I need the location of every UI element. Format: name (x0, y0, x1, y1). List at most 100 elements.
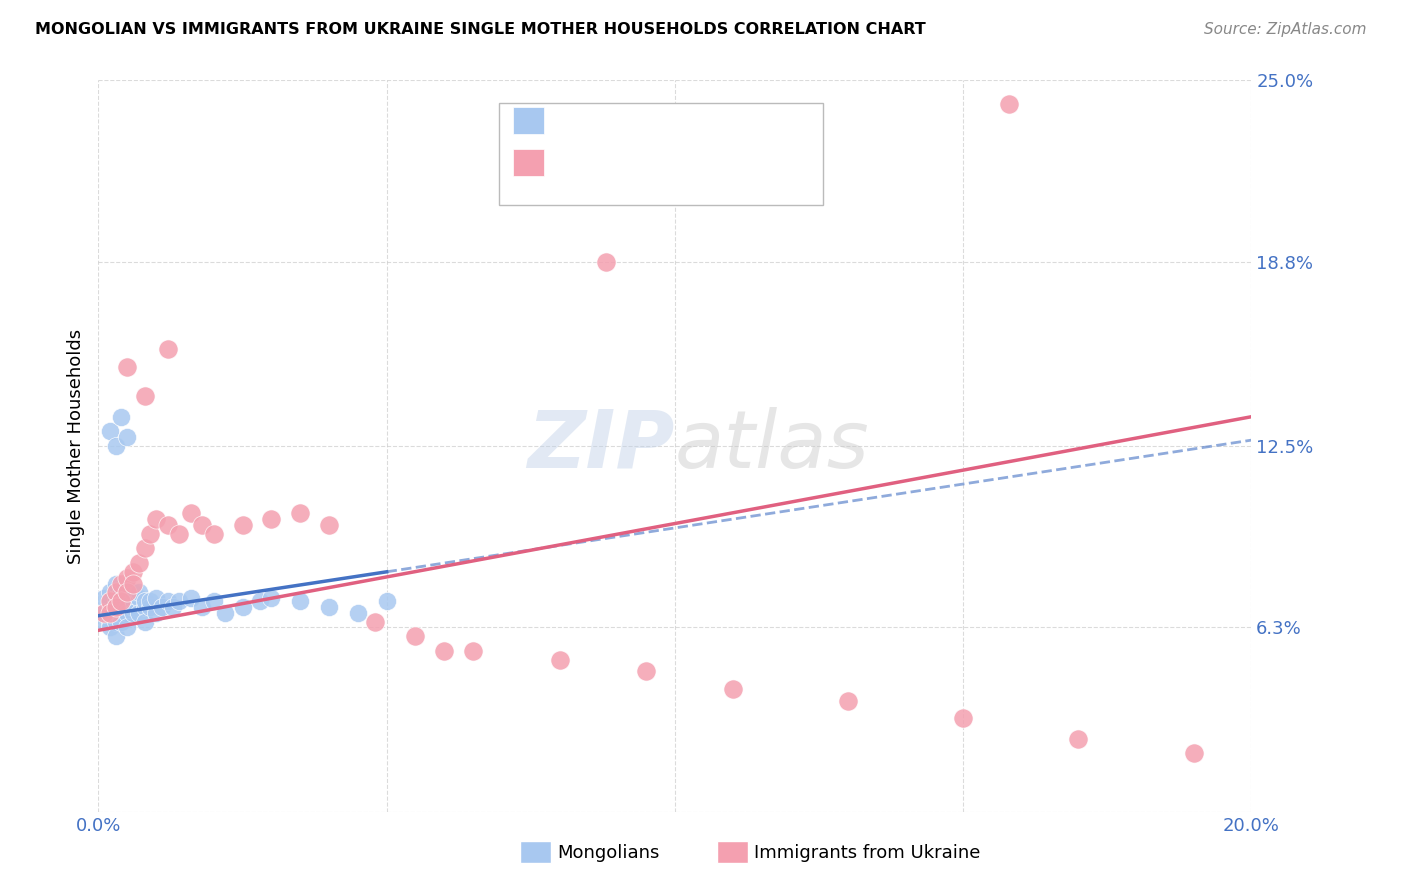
Point (110, 594, 132, 608)
Point (104, 585, 127, 599)
Point (346, 606, 368, 620)
Point (117, 585, 139, 599)
Point (117, 571, 139, 585)
Point (162, 599, 184, 614)
Point (191, 599, 214, 614)
Point (98, 606, 121, 620)
Point (98, 585, 121, 599)
Point (150, 599, 173, 614)
Point (636, 665, 658, 679)
Point (104, 439, 127, 453)
Point (290, 594, 312, 608)
Point (249, 594, 271, 608)
Point (837, 693, 859, 707)
Point (595, 254, 617, 268)
Text: ZIP: ZIP (527, 407, 675, 485)
Point (1067, 731, 1090, 746)
Point (110, 599, 132, 614)
Point (290, 506, 312, 520)
Text: N =: N = (654, 112, 693, 129)
Point (98, 615, 121, 629)
Point (167, 594, 190, 608)
Point (110, 594, 132, 608)
Point (128, 591, 150, 606)
Point (122, 599, 145, 614)
Text: Mongolians: Mongolians (557, 844, 659, 862)
Point (104, 599, 127, 614)
Point (110, 606, 132, 620)
Point (134, 599, 156, 614)
Point (364, 615, 387, 629)
Point (122, 565, 145, 579)
Point (134, 594, 156, 608)
Point (156, 594, 179, 608)
Text: N =: N = (654, 153, 693, 171)
Point (134, 615, 156, 629)
Point (375, 594, 398, 608)
Point (145, 512, 167, 526)
Point (117, 585, 139, 599)
Point (260, 591, 283, 606)
Point (548, 652, 571, 666)
Point (405, 629, 427, 643)
Point (98, 599, 121, 614)
Point (104, 599, 127, 614)
Point (128, 585, 150, 599)
Point (93, 591, 115, 606)
Point (122, 585, 145, 599)
Text: 0.114: 0.114 (591, 112, 647, 129)
Text: atlas: atlas (675, 407, 870, 485)
Point (93, 606, 115, 620)
Point (110, 576, 132, 591)
Point (117, 620, 139, 634)
Point (156, 343, 179, 357)
Text: 38: 38 (689, 153, 714, 171)
Point (93, 615, 115, 629)
Point (202, 594, 225, 608)
Point (260, 512, 283, 526)
Point (98, 620, 121, 634)
Point (461, 644, 484, 658)
Point (214, 606, 236, 620)
Point (191, 518, 214, 533)
Text: 0.464: 0.464 (591, 153, 647, 171)
Point (104, 576, 127, 591)
Point (180, 506, 202, 520)
Point (139, 599, 162, 614)
Point (104, 585, 127, 599)
Point (104, 606, 127, 620)
Point (167, 526, 190, 541)
Point (117, 359, 139, 374)
Text: MONGOLIAN VS IMMIGRANTS FROM UKRAINE SINGLE MOTHER HOUSEHOLDS CORRELATION CHART: MONGOLIAN VS IMMIGRANTS FROM UKRAINE SIN… (35, 22, 927, 37)
Point (104, 615, 127, 629)
Point (104, 594, 127, 608)
Point (156, 518, 179, 533)
Point (231, 599, 254, 614)
Point (128, 556, 150, 570)
Point (110, 615, 132, 629)
Point (952, 711, 974, 725)
Y-axis label: Single Mother Households: Single Mother Households (66, 328, 84, 564)
Point (1182, 746, 1205, 760)
Point (318, 599, 340, 614)
Point (202, 526, 225, 541)
Point (122, 576, 145, 591)
Text: Immigrants from Ukraine: Immigrants from Ukraine (754, 844, 980, 862)
Point (122, 606, 145, 620)
Point (117, 606, 139, 620)
Text: R =: R = (555, 153, 595, 171)
Point (721, 681, 744, 696)
Point (318, 518, 340, 533)
Point (117, 599, 139, 614)
Point (134, 541, 156, 556)
Point (98, 425, 121, 439)
Point (139, 594, 162, 608)
Point (998, 96, 1021, 111)
Point (128, 606, 150, 620)
Point (104, 629, 127, 643)
Point (145, 591, 167, 606)
Point (231, 518, 254, 533)
Point (134, 389, 156, 403)
Text: Source: ZipAtlas.com: Source: ZipAtlas.com (1204, 22, 1367, 37)
Point (433, 644, 456, 658)
